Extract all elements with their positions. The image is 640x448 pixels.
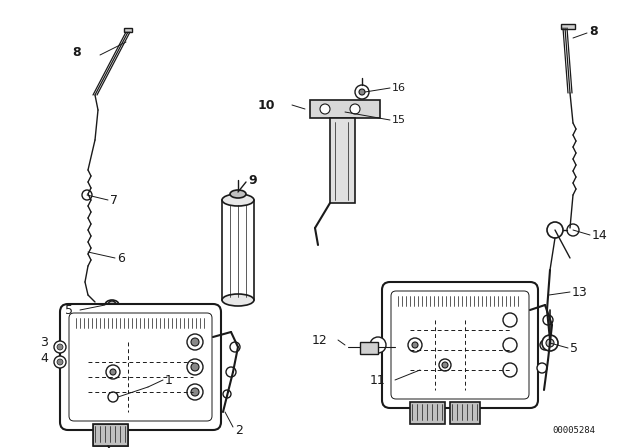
Circle shape: [187, 384, 203, 400]
Circle shape: [567, 224, 579, 236]
Circle shape: [191, 363, 199, 371]
Text: 00005284: 00005284: [552, 426, 595, 435]
Text: 4: 4: [40, 352, 48, 365]
Circle shape: [408, 338, 422, 352]
FancyBboxPatch shape: [60, 304, 221, 430]
Circle shape: [110, 369, 116, 375]
Circle shape: [370, 337, 386, 353]
Text: 13: 13: [572, 285, 588, 298]
Circle shape: [191, 388, 199, 396]
Circle shape: [82, 190, 92, 200]
Text: 1: 1: [165, 374, 173, 387]
Text: 10: 10: [258, 99, 275, 112]
Text: 9: 9: [248, 173, 257, 186]
Circle shape: [547, 222, 563, 238]
Bar: [330, 118, 355, 203]
Circle shape: [359, 89, 365, 95]
Circle shape: [57, 344, 63, 350]
FancyBboxPatch shape: [391, 291, 529, 399]
Bar: [410, 402, 445, 424]
Text: 14: 14: [592, 228, 608, 241]
Text: 5: 5: [570, 341, 578, 354]
Circle shape: [57, 359, 63, 365]
Circle shape: [442, 362, 448, 368]
Text: 8: 8: [72, 46, 81, 59]
Circle shape: [439, 359, 451, 371]
Text: 16: 16: [392, 83, 406, 93]
Circle shape: [543, 315, 553, 325]
Text: 3: 3: [40, 336, 48, 349]
Bar: [561, 24, 575, 29]
Circle shape: [226, 367, 236, 377]
Ellipse shape: [105, 300, 119, 310]
Bar: [310, 100, 380, 118]
Circle shape: [537, 363, 547, 373]
Circle shape: [223, 390, 231, 398]
Circle shape: [230, 342, 240, 352]
FancyBboxPatch shape: [69, 313, 212, 421]
Ellipse shape: [222, 294, 254, 306]
Circle shape: [108, 301, 116, 309]
Circle shape: [350, 104, 360, 114]
Circle shape: [187, 334, 203, 350]
Circle shape: [546, 339, 554, 347]
Circle shape: [503, 313, 517, 327]
Text: 7: 7: [110, 194, 118, 207]
Text: 2: 2: [235, 423, 243, 436]
Text: 15: 15: [392, 115, 406, 125]
Bar: [93, 424, 128, 446]
Bar: [124, 28, 132, 32]
Circle shape: [540, 340, 550, 350]
Circle shape: [106, 365, 120, 379]
Bar: [360, 342, 378, 354]
Circle shape: [503, 338, 517, 352]
Circle shape: [191, 338, 199, 346]
FancyBboxPatch shape: [382, 282, 538, 408]
Text: 8: 8: [589, 25, 598, 38]
Text: 5: 5: [65, 303, 73, 316]
Circle shape: [355, 85, 369, 99]
Circle shape: [542, 335, 558, 351]
Text: 11: 11: [370, 374, 386, 387]
Circle shape: [108, 392, 118, 402]
Ellipse shape: [230, 190, 246, 198]
Circle shape: [54, 356, 66, 368]
Text: 6: 6: [117, 251, 125, 264]
Circle shape: [187, 359, 203, 375]
Bar: [93, 424, 128, 446]
Circle shape: [54, 341, 66, 353]
Circle shape: [320, 104, 330, 114]
Circle shape: [503, 363, 517, 377]
Circle shape: [412, 342, 418, 348]
Bar: [450, 402, 480, 424]
Text: 12: 12: [312, 333, 328, 346]
Ellipse shape: [222, 194, 254, 206]
